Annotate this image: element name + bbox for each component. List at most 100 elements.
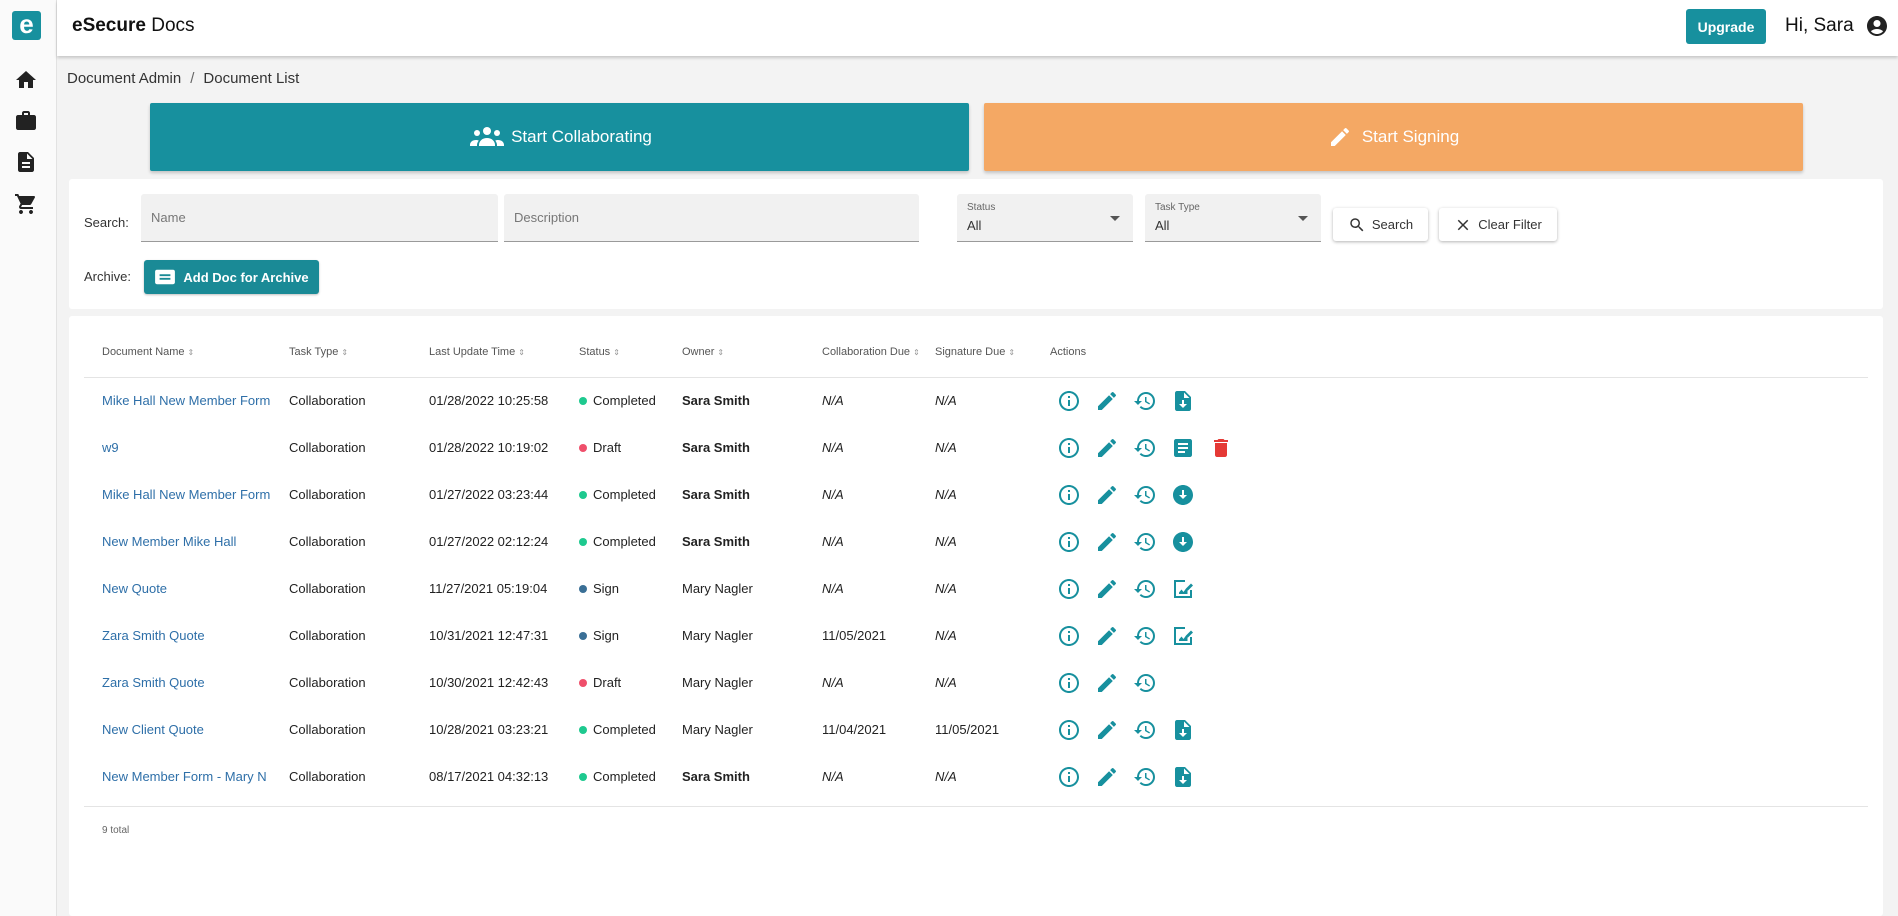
download-circle-icon[interactable] (1171, 483, 1195, 507)
edit-icon[interactable] (1095, 718, 1119, 742)
history-icon[interactable] (1133, 436, 1157, 460)
info-icon[interactable] (1057, 671, 1081, 695)
start-collaborating-label: Start Collaborating (511, 127, 652, 146)
info-icon[interactable] (1057, 530, 1081, 554)
task-type-cell: Collaboration (289, 581, 366, 596)
task-type-cell: Collaboration (289, 769, 366, 784)
status-text: Draft (593, 675, 622, 690)
top-bar: eSecure Docs Upgrade Hi, Sara (57, 0, 1898, 56)
edit-icon[interactable] (1095, 671, 1119, 695)
status-text: Draft (593, 440, 622, 455)
history-icon[interactable] (1133, 718, 1157, 742)
sign-document-icon[interactable] (1171, 577, 1195, 601)
description-input[interactable] (504, 194, 919, 241)
history-icon[interactable] (1133, 483, 1157, 507)
file-download-icon[interactable] (1171, 718, 1195, 742)
delete-icon[interactable] (1209, 436, 1233, 460)
status-cell: Sign (579, 581, 619, 596)
info-icon[interactable] (1057, 624, 1081, 648)
header-collaboration-due[interactable]: Collaboration Due ⇕ (822, 346, 920, 358)
edit-icon[interactable] (1095, 483, 1119, 507)
sign-document-icon[interactable] (1171, 624, 1195, 648)
task-type-cell: Collaboration (289, 487, 366, 502)
breadcrumb-document-admin[interactable]: Document Admin (67, 70, 182, 87)
edit-icon[interactable] (1095, 624, 1119, 648)
add-doc-for-archive-button[interactable]: Add Doc for Archive (144, 260, 319, 294)
document-name-link[interactable]: w9 (102, 440, 119, 455)
name-field[interactable] (141, 194, 498, 242)
start-collaborating-button[interactable]: Start Collaborating (150, 103, 969, 171)
header-task-type[interactable]: Task Type ⇕ (289, 346, 349, 358)
history-icon[interactable] (1133, 624, 1157, 648)
sort-icon[interactable]: ⇕ (913, 348, 920, 357)
last-update-cell: 10/28/2021 03:23:21 (429, 722, 549, 737)
document-name-link[interactable]: Zara Smith Quote (102, 675, 205, 690)
sort-icon[interactable]: ⇕ (518, 348, 525, 357)
document-name-link[interactable]: New Quote (102, 581, 168, 596)
document-name-link[interactable]: New Client Quote (102, 722, 204, 737)
status-select[interactable]: Status All (957, 194, 1133, 242)
sort-icon[interactable]: ⇕ (187, 348, 195, 357)
user-greeting: Hi, Sara (1785, 15, 1854, 36)
history-icon[interactable] (1133, 389, 1157, 413)
info-icon[interactable] (1057, 765, 1081, 789)
owner-cell: Sara Smith (682, 487, 750, 502)
status-text: Completed (593, 722, 656, 737)
task-type-cell: Collaboration (289, 440, 366, 455)
info-icon[interactable] (1057, 436, 1081, 460)
document-name-link[interactable]: New Member Mike Hall (102, 534, 237, 549)
edit-icon[interactable] (1095, 530, 1119, 554)
sort-icon[interactable]: ⇕ (341, 348, 349, 357)
info-icon[interactable] (1057, 389, 1081, 413)
task-type-select[interactable]: Task Type All (1145, 194, 1321, 242)
owner-cell: Mary Nagler (682, 722, 753, 737)
document-name-link[interactable]: Mike Hall New Member Form (102, 393, 271, 408)
article-icon[interactable] (1171, 436, 1195, 460)
history-icon[interactable] (1133, 671, 1157, 695)
clear-filter-button[interactable]: Clear Filter (1439, 208, 1557, 241)
status-dot (579, 538, 587, 546)
briefcase-icon[interactable] (14, 109, 38, 133)
header-signature-due[interactable]: Signature Due ⇕ (935, 346, 1016, 358)
name-input[interactable] (141, 194, 498, 241)
history-icon[interactable] (1133, 530, 1157, 554)
owner-cell: Mary Nagler (682, 675, 753, 690)
table-row: w9 Collaboration 01/28/2022 10:19:02 Draft S… (69, 425, 1883, 472)
status-cell: Draft (579, 675, 621, 690)
cart-icon[interactable] (14, 192, 38, 216)
history-icon[interactable] (1133, 577, 1157, 601)
file-download-icon[interactable] (1171, 389, 1195, 413)
edit-icon[interactable] (1095, 389, 1119, 413)
info-icon[interactable] (1057, 483, 1081, 507)
search-button[interactable]: Search (1333, 208, 1428, 241)
description-field[interactable] (504, 194, 919, 242)
header-owner[interactable]: Owner ⇕ (682, 346, 725, 358)
header-last-update-time[interactable]: Last Update Time ⇕ (429, 346, 525, 358)
download-circle-icon[interactable] (1171, 530, 1195, 554)
document-name-link[interactable]: Zara Smith Quote (102, 628, 205, 643)
history-icon[interactable] (1133, 765, 1157, 789)
folder-icon (155, 269, 176, 285)
app-logo[interactable]: e (12, 11, 41, 40)
home-icon[interactable] (14, 68, 38, 92)
header-status[interactable]: Status ⇕ (579, 346, 620, 358)
document-name-link[interactable]: Mike Hall New Member Form (102, 487, 271, 502)
document-icon[interactable] (14, 150, 38, 174)
sort-icon[interactable]: ⇕ (717, 348, 725, 357)
header-document-name[interactable]: Document Name ⇕ (102, 346, 195, 358)
document-name-link[interactable]: New Member Form - Mary N (102, 769, 267, 784)
account-circle-icon[interactable] (1865, 14, 1889, 38)
collaboration-due-cell: N/A (822, 393, 844, 408)
edit-icon[interactable] (1095, 577, 1119, 601)
sort-icon[interactable]: ⇕ (1008, 348, 1016, 357)
breadcrumb-separator: / (190, 70, 195, 87)
status-cell: Completed (579, 393, 656, 408)
edit-icon[interactable] (1095, 436, 1119, 460)
upgrade-button[interactable]: Upgrade (1686, 9, 1766, 44)
file-download-icon[interactable] (1171, 765, 1195, 789)
info-icon[interactable] (1057, 718, 1081, 742)
info-icon[interactable] (1057, 577, 1081, 601)
edit-icon[interactable] (1095, 765, 1119, 789)
start-signing-button[interactable]: Start Signing (984, 103, 1803, 171)
sort-icon[interactable]: ⇕ (613, 348, 620, 357)
